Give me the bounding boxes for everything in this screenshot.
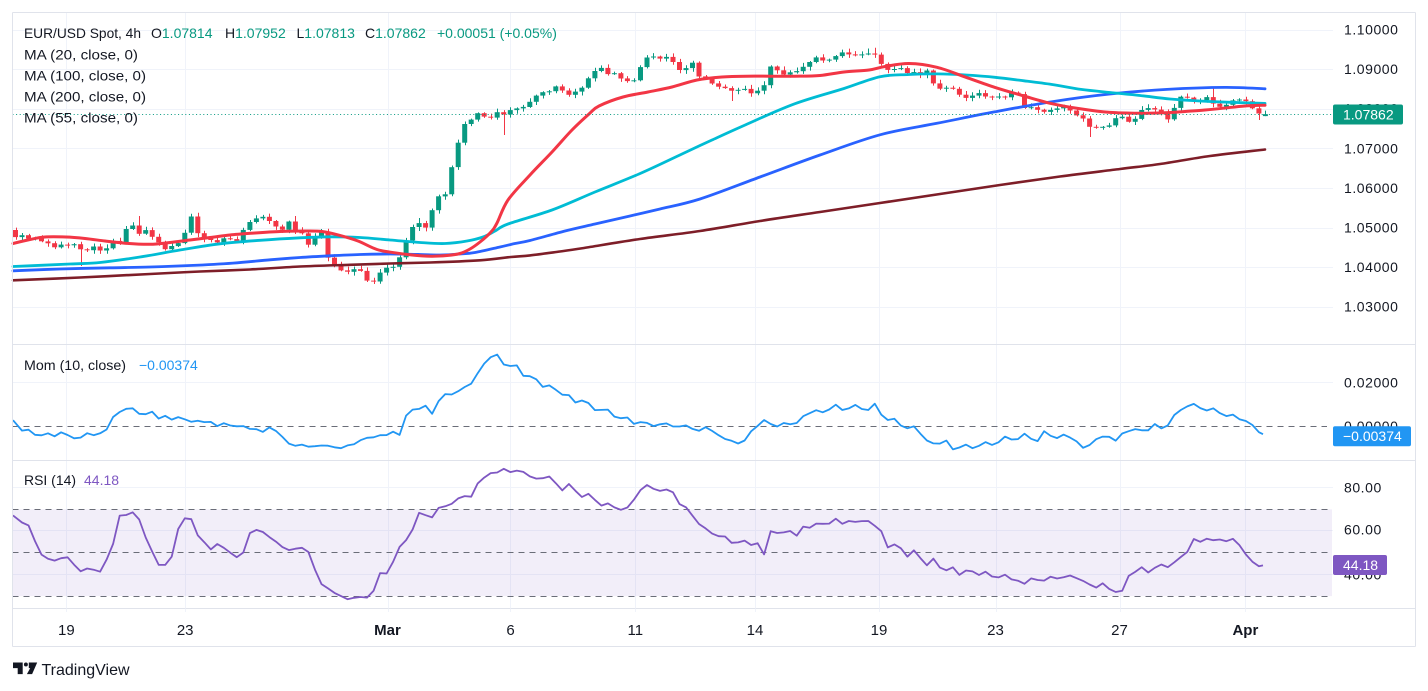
svg-text:19: 19 xyxy=(58,622,75,639)
svg-text:Apr: Apr xyxy=(1232,622,1258,639)
svg-text:27: 27 xyxy=(1111,622,1128,639)
svg-text:1.10000: 1.10000 xyxy=(1344,22,1398,38)
svg-text:23: 23 xyxy=(987,622,1004,639)
svg-text:23: 23 xyxy=(177,622,194,639)
svg-text:Mom (10, close)−0.00374: Mom (10, close) −0.00374 xyxy=(24,357,198,373)
svg-text:EUR/USD Spot, 4h: EUR/USD Spot, 4h xyxy=(24,25,141,41)
svg-text:11: 11 xyxy=(628,622,644,639)
svg-text:1.05000: 1.05000 xyxy=(1344,220,1398,236)
svg-text:80.00: 80.00 xyxy=(1344,480,1382,496)
svg-text:1.03000: 1.03000 xyxy=(1344,299,1398,315)
svg-text:RSI (14)44.18: RSI (14) 44.18 xyxy=(24,472,119,488)
svg-text:1.07862: 1.07862 xyxy=(1343,107,1394,123)
svg-text:60.00: 60.00 xyxy=(1344,522,1382,538)
svg-text:1.06000: 1.06000 xyxy=(1344,180,1398,196)
svg-text:0.02000: 0.02000 xyxy=(1344,374,1398,390)
svg-text:1.09000: 1.09000 xyxy=(1344,61,1398,77)
svg-text:−0.00374: −0.00374 xyxy=(1343,428,1402,444)
svg-text:MA (55, close, 0): MA (55, close, 0) xyxy=(24,110,138,126)
svg-text:1.04000: 1.04000 xyxy=(1344,259,1398,275)
svg-text:19: 19 xyxy=(871,622,888,639)
svg-text:TradingView: TradingView xyxy=(42,662,130,679)
svg-text:Mar: Mar xyxy=(374,622,401,639)
svg-text:6: 6 xyxy=(506,622,514,639)
svg-text:14: 14 xyxy=(747,622,764,639)
svg-text:44.18: 44.18 xyxy=(1343,557,1378,573)
svg-text:MA (100, close, 0): MA (100, close, 0) xyxy=(24,68,146,84)
svg-text:1.07000: 1.07000 xyxy=(1344,140,1398,156)
svg-text:MA (200, close, 0): MA (200, close, 0) xyxy=(24,89,146,105)
svg-text:MA (20, close, 0): MA (20, close, 0) xyxy=(24,47,138,63)
